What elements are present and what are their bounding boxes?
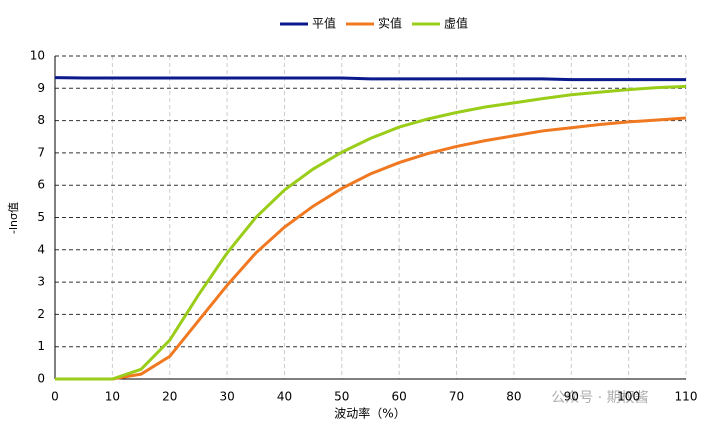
- x-tick-label: 20: [162, 390, 177, 404]
- y-tick-label: 7: [37, 145, 45, 159]
- x-tick-label: 80: [506, 390, 521, 404]
- x-tick-label: 30: [219, 390, 234, 404]
- x-tick-label: 10: [105, 390, 120, 404]
- series-line: [54, 76, 686, 82]
- y-tick-label: 4: [37, 242, 45, 256]
- y-tick-label: 3: [37, 275, 45, 289]
- x-axis-label: 波动率（%）: [334, 406, 405, 421]
- x-tick-label: 110: [675, 390, 698, 404]
- y-tick-label: 9: [37, 81, 45, 95]
- y-tick-label: 1: [37, 339, 45, 353]
- x-tick-label: 90: [564, 390, 579, 404]
- legend-label: 平值: [312, 16, 336, 31]
- x-tick-label: 0: [51, 390, 59, 404]
- x-tick-label: 50: [334, 390, 349, 404]
- x-tick-label: 100: [617, 390, 640, 404]
- y-tick-label: 8: [37, 113, 45, 127]
- watermark: 公众号 · 期权酱: [551, 390, 648, 406]
- x-tick-label: 60: [392, 390, 407, 404]
- y-tick-label: 6: [37, 178, 45, 192]
- y-axis-label: -lnσ值: [7, 202, 20, 234]
- y-tick-label: 10: [30, 49, 45, 63]
- legend-label: 实值: [378, 16, 402, 31]
- y-tick-label: 0: [37, 372, 45, 386]
- legend-label: 虚值: [444, 16, 468, 31]
- series-line: [55, 84, 687, 381]
- y-tick-label: 2: [37, 307, 45, 321]
- x-tick-label: 70: [449, 390, 464, 404]
- y-tick-label: 5: [37, 210, 45, 224]
- x-tick-label: 40: [277, 390, 292, 404]
- series-line: [55, 116, 687, 381]
